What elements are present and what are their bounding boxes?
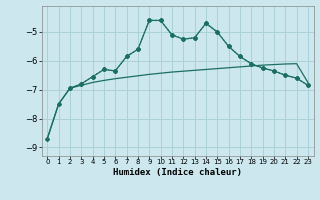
X-axis label: Humidex (Indice chaleur): Humidex (Indice chaleur) xyxy=(113,168,242,177)
